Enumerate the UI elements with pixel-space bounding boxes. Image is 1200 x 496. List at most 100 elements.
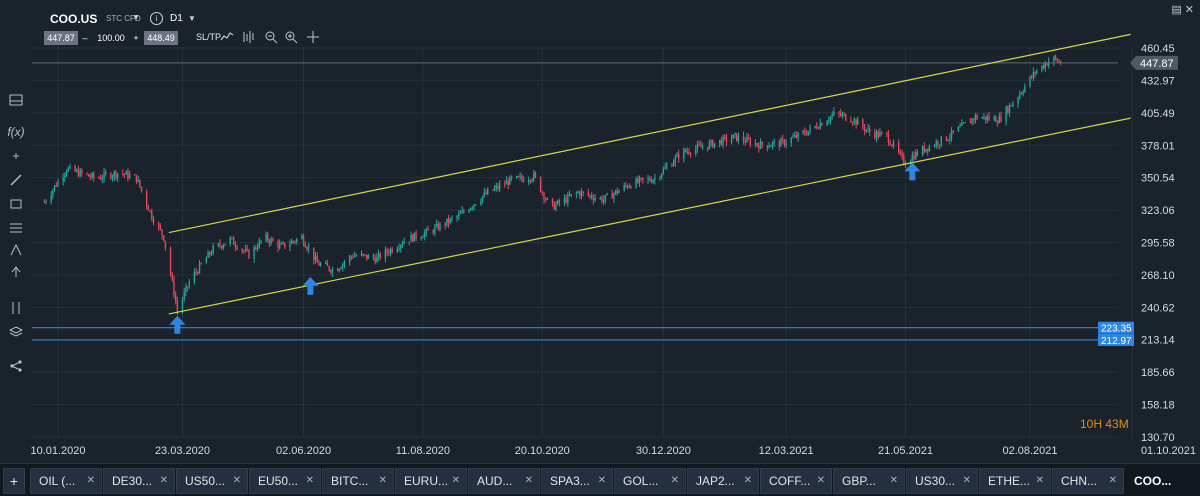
instrument-tab[interactable]: GOL... ✕ bbox=[614, 468, 686, 494]
close-tab-icon[interactable]: ✕ bbox=[1035, 475, 1044, 486]
instrument-tab[interactable]: DE30... ✕ bbox=[103, 468, 175, 494]
indicators-icon[interactable] bbox=[242, 30, 256, 44]
candle-body bbox=[384, 249, 387, 259]
candle-body bbox=[55, 185, 57, 187]
add-tab-button[interactable]: + bbox=[3, 468, 25, 494]
timeframe-select[interactable]: D1 bbox=[170, 13, 183, 24]
symbol-name[interactable]: COO.US bbox=[50, 12, 98, 26]
candle-timer: 10H 43M bbox=[1080, 417, 1129, 431]
candle-body bbox=[686, 151, 688, 153]
candle-body bbox=[981, 117, 983, 119]
candle-body bbox=[255, 247, 257, 249]
buy-price[interactable]: 448.49 bbox=[144, 31, 178, 45]
close-tab-icon[interactable]: ✕ bbox=[524, 475, 533, 486]
measure-tool-icon[interactable] bbox=[6, 298, 26, 318]
instrument-tab[interactable]: COFF... ✕ bbox=[760, 468, 832, 494]
layers-icon[interactable] bbox=[6, 322, 26, 342]
crosshair-icon[interactable] bbox=[306, 30, 320, 44]
y-tick-label: 350.54 bbox=[1141, 173, 1175, 185]
instrument-tab[interactable]: COO... bbox=[1125, 468, 1195, 494]
candle-body bbox=[1044, 63, 1047, 68]
candle-body bbox=[105, 172, 107, 174]
chart-type-icon[interactable] bbox=[220, 30, 234, 44]
candle-body bbox=[485, 192, 487, 195]
trendline-tool-icon[interactable] bbox=[6, 170, 26, 190]
sell-price[interactable]: 447.87 bbox=[44, 31, 78, 45]
info-icon[interactable]: i bbox=[150, 12, 163, 25]
candle-body bbox=[282, 242, 284, 244]
share-icon[interactable] bbox=[6, 356, 26, 376]
instrument-tab[interactable]: JAP2... ✕ bbox=[687, 468, 759, 494]
instrument-tab[interactable]: SPA3... ✕ bbox=[541, 468, 613, 494]
candle-body bbox=[689, 153, 692, 155]
candle-body bbox=[57, 181, 59, 187]
instrument-tab[interactable]: GBP... ✕ bbox=[833, 468, 905, 494]
close-tab-icon[interactable]: ✕ bbox=[1108, 475, 1117, 486]
instrument-tab[interactable]: BITC... ✕ bbox=[322, 468, 394, 494]
candle-body bbox=[925, 148, 927, 152]
candle-body bbox=[725, 136, 728, 142]
fibonacci-tool-icon[interactable] bbox=[6, 218, 26, 238]
instrument-tab[interactable]: AUD... ✕ bbox=[468, 468, 540, 494]
candle-body bbox=[267, 234, 269, 241]
instrument-tab[interactable]: OIL (... ✕ bbox=[30, 468, 102, 494]
instrument-tab[interactable]: EU50... ✕ bbox=[249, 468, 321, 494]
panel-toggle-icon[interactable] bbox=[6, 90, 26, 110]
instrument-tab[interactable]: EURU... ✕ bbox=[395, 468, 467, 494]
close-tab-icon[interactable]: ✕ bbox=[816, 475, 825, 486]
candle-body bbox=[1012, 103, 1014, 107]
tab-label: EU50... bbox=[258, 474, 299, 488]
candle-body bbox=[891, 144, 893, 146]
close-tab-icon[interactable]: ✕ bbox=[232, 475, 241, 486]
close-tab-icon[interactable]: ✕ bbox=[451, 475, 460, 486]
instrument-tab[interactable]: ETHE... ✕ bbox=[979, 468, 1051, 494]
instrument-tab[interactable]: US50... ✕ bbox=[176, 468, 248, 494]
pitchfork-tool-icon[interactable] bbox=[6, 240, 26, 260]
candle-body bbox=[845, 114, 847, 121]
candle-body bbox=[964, 122, 966, 124]
close-tab-icon[interactable]: ✕ bbox=[743, 475, 752, 486]
function-icon[interactable]: f(x) bbox=[7, 125, 25, 139]
arrow-tool-icon[interactable] bbox=[6, 262, 26, 282]
instrument-tab[interactable]: US30... ✕ bbox=[906, 468, 978, 494]
symbol-dropdown-icon[interactable]: ▼ bbox=[132, 13, 140, 22]
candle-body bbox=[933, 145, 936, 147]
quantity-minus-button[interactable]: – bbox=[82, 33, 88, 43]
close-tab-icon[interactable]: ✕ bbox=[305, 475, 314, 486]
zoom-in-icon[interactable] bbox=[284, 30, 298, 44]
candle-body bbox=[487, 189, 489, 195]
close-tab-icon[interactable]: ✕ bbox=[889, 475, 898, 486]
x-tick-label: 30.12.2020 bbox=[636, 445, 691, 457]
zoom-out-icon[interactable] bbox=[264, 30, 278, 44]
quantity-input[interactable]: 100.00 bbox=[97, 33, 125, 43]
candle-body bbox=[650, 180, 653, 183]
candle-body bbox=[140, 186, 143, 191]
close-tab-icon[interactable]: ✕ bbox=[670, 475, 679, 486]
candle-body bbox=[654, 178, 656, 180]
trend-channel-upper[interactable] bbox=[168, 33, 1131, 234]
y-tick-label: 432.97 bbox=[1141, 75, 1175, 87]
close-tab-icon[interactable]: ✕ bbox=[378, 475, 387, 486]
window-controls[interactable]: ▤ ✕ bbox=[1171, 4, 1194, 16]
close-tab-icon[interactable]: ✕ bbox=[962, 475, 971, 486]
close-tab-icon[interactable]: ✕ bbox=[159, 475, 168, 486]
candle-body bbox=[229, 237, 231, 244]
chart-canvas[interactable]: 460.45 432.97 405.49 378.01 350.54 323.06 295.… bbox=[0, 0, 1200, 462]
rectangle-tool-icon[interactable] bbox=[6, 194, 26, 214]
candle-body bbox=[611, 193, 613, 199]
candle-body bbox=[543, 192, 545, 200]
close-tab-icon[interactable]: ✕ bbox=[86, 475, 95, 486]
sltp-button[interactable]: SL/TP bbox=[196, 32, 222, 42]
timeframe-dropdown-icon[interactable]: ▼ bbox=[188, 14, 196, 23]
y-tick-label: 185.66 bbox=[1141, 367, 1175, 379]
candle-body bbox=[447, 218, 450, 223]
trend-channel-lower[interactable] bbox=[168, 117, 1131, 315]
price-chart[interactable]: 460.45 432.97 405.49 378.01 350.54 323.06 295.… bbox=[0, 0, 1200, 462]
candle-body bbox=[829, 116, 832, 121]
close-tab-icon[interactable]: ✕ bbox=[597, 475, 606, 486]
instrument-tab[interactable]: CHN... ✕ bbox=[1052, 468, 1124, 494]
tab-label: EURU... bbox=[404, 474, 449, 488]
crosshair-tool-icon[interactable]: + bbox=[12, 149, 20, 163]
quantity-plus-button[interactable]: + bbox=[133, 33, 139, 43]
candle-body bbox=[1010, 105, 1012, 107]
